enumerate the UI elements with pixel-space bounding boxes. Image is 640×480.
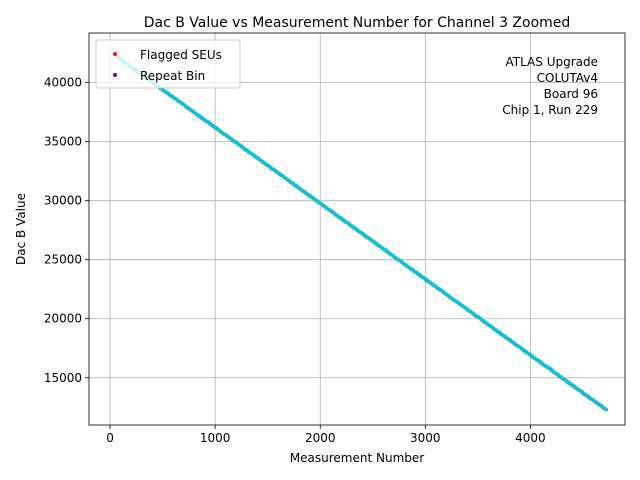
x-tick-label: 4000 [515, 431, 546, 445]
x-axis-ticks: 0 1000 2000 3000 4000 [106, 425, 546, 445]
y-tick-label: 30000 [44, 194, 82, 208]
x-axis-label: Measurement Number [290, 451, 424, 465]
legend-marker-repeat-bin [113, 73, 117, 77]
data-point [604, 407, 609, 412]
legend-label-flagged-seus: Flagged SEUs [140, 48, 222, 62]
gridlines [89, 33, 625, 425]
y-tick-label: 35000 [44, 135, 82, 149]
legend-label-repeat-bin: Repeat Bin [140, 69, 205, 83]
y-tick-label: 25000 [44, 253, 82, 267]
x-tick-label: 0 [106, 431, 114, 445]
y-tick-label: 15000 [44, 371, 82, 385]
annotation-line-2: COLUTAv4 [537, 71, 598, 85]
x-tick-label: 1000 [200, 431, 231, 445]
annotation-line-3: Board 96 [544, 87, 598, 101]
y-tick-label: 40000 [44, 76, 82, 90]
annotation-line-4: Chip 1, Run 229 [502, 103, 598, 117]
x-tick-label: 2000 [305, 431, 336, 445]
x-tick-label: 3000 [410, 431, 441, 445]
legend: Flagged SEUs Repeat Bin [95, 39, 241, 89]
annotation-box: ATLAS Upgrade COLUTAv4 Board 96 Chip 1, … [502, 55, 598, 117]
chart-title: Dac B Value vs Measurement Number for Ch… [144, 15, 571, 31]
legend-marker-flagged-seus [113, 52, 117, 56]
y-axis-ticks: 15000 20000 25000 30000 35000 40000 [44, 76, 89, 385]
y-axis-label: Dac B Value [14, 193, 28, 265]
plot-frame [88, 32, 626, 426]
y-tick-label: 20000 [44, 312, 82, 326]
legend-box [95, 39, 241, 89]
annotation-line-1: ATLAS Upgrade [505, 55, 598, 69]
